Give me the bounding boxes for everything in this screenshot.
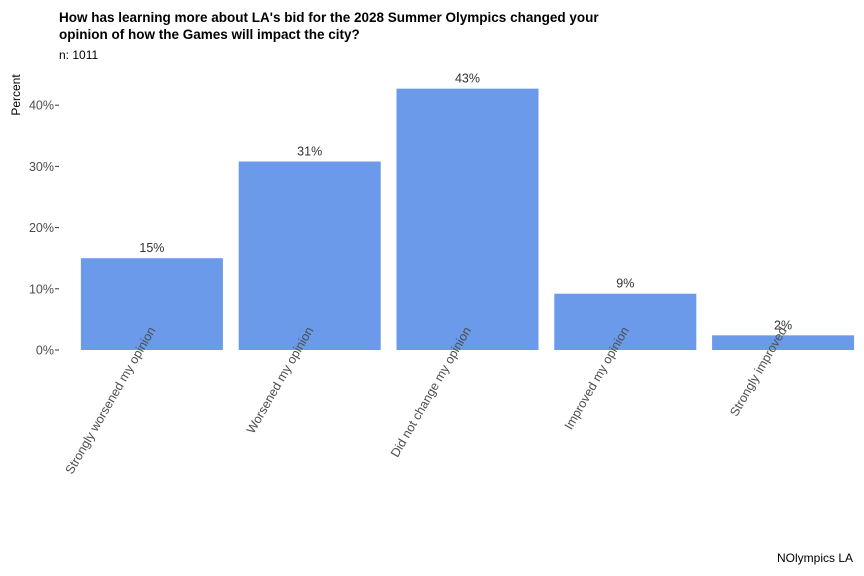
chart-caption: NOlympics LA <box>776 551 853 565</box>
bar-value-label: 43% <box>455 72 480 86</box>
y-tick-label: 40% <box>29 99 54 113</box>
bar <box>238 161 381 350</box>
bar-value-label: 15% <box>139 241 164 255</box>
bar-value-label: 2% <box>774 318 792 332</box>
bar-value-label: 31% <box>297 145 322 159</box>
bar <box>396 88 539 351</box>
y-tick-label: 0% <box>36 344 54 358</box>
y-tick-label: 10% <box>29 282 54 296</box>
bar-value-label: 9% <box>616 277 634 291</box>
chart-subtitle: n: 1011 <box>59 48 99 62</box>
bar <box>712 335 855 350</box>
chart-title: How has learning more about LA's bid for… <box>59 10 599 42</box>
bar <box>80 258 223 350</box>
y-tick-label: 20% <box>29 221 54 235</box>
y-axis-label: Percent <box>9 74 23 116</box>
plot-area: 0%10%20%30%40%15%31%43%9%2%Strongly wors… <box>29 72 855 477</box>
y-tick-label: 30% <box>29 160 54 174</box>
bar <box>554 293 697 350</box>
